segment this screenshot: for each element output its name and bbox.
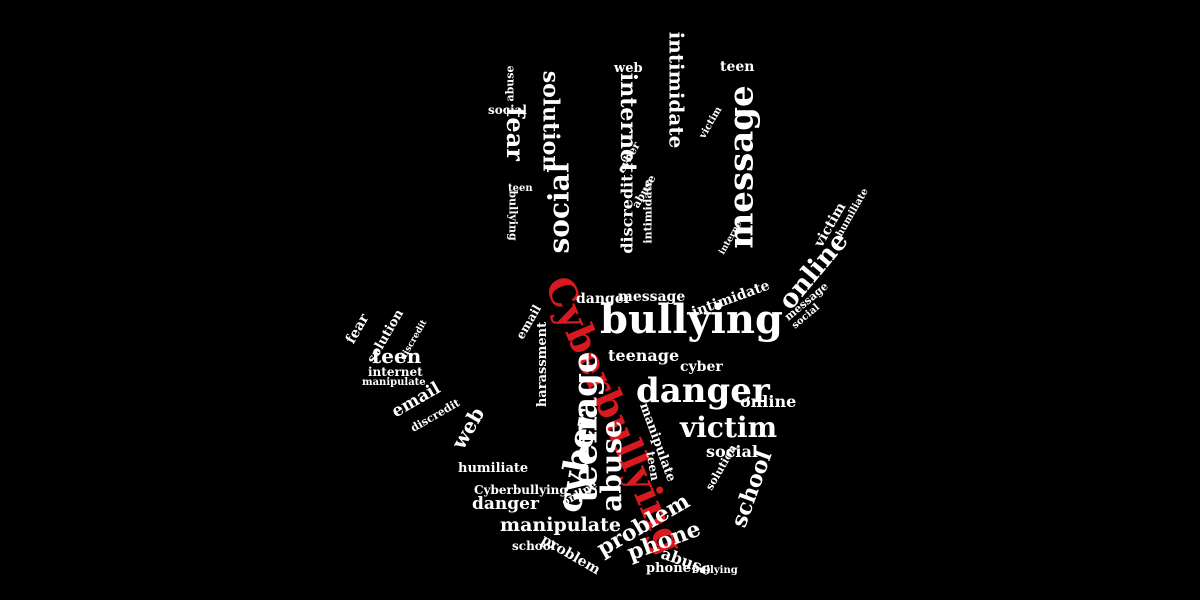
word-manipulate: manipulate — [500, 514, 621, 536]
word-bullying: bullying — [506, 190, 520, 241]
word-cyber: cyber — [680, 359, 723, 375]
word-online: online — [740, 392, 797, 411]
word-abuse: abuse — [594, 420, 628, 512]
word-discredit: discredit — [617, 174, 637, 254]
word-internet: internet — [368, 365, 423, 379]
word-abuse: abuse — [503, 65, 517, 102]
word-manipulate: manipulate — [362, 377, 426, 388]
word-school: school — [512, 539, 556, 553]
word-humiliate: humiliate — [458, 461, 529, 476]
word-web: web — [614, 61, 643, 76]
word-solution: solution — [537, 70, 564, 172]
word-teenage: teenage — [608, 346, 680, 365]
word-fear: fear — [342, 311, 373, 347]
word-victim: victim — [680, 411, 778, 444]
word-teen: teen — [372, 344, 422, 368]
word-victim: victim — [697, 104, 725, 141]
word-cyberbullying: Cyberbullying — [474, 483, 568, 497]
word-social: social — [542, 162, 576, 254]
word-social: social — [706, 442, 758, 461]
word-teen: teen — [720, 59, 755, 75]
word-bullying: bullying — [600, 296, 783, 343]
word-teen: teen — [508, 183, 533, 194]
word-harassment: harassment — [535, 321, 551, 408]
word-phone: phone — [646, 561, 691, 576]
word-danger: danger — [576, 291, 632, 307]
word-danger: danger — [636, 371, 770, 411]
word-danger: danger — [472, 494, 539, 514]
word-fear: fear — [500, 107, 530, 161]
word-message: message — [618, 289, 686, 305]
word-social: social — [488, 103, 527, 117]
word-intimidate: intimidate — [664, 31, 689, 149]
word-intimidate: intimidate — [641, 179, 655, 244]
word-bullying: bullying — [692, 565, 738, 576]
